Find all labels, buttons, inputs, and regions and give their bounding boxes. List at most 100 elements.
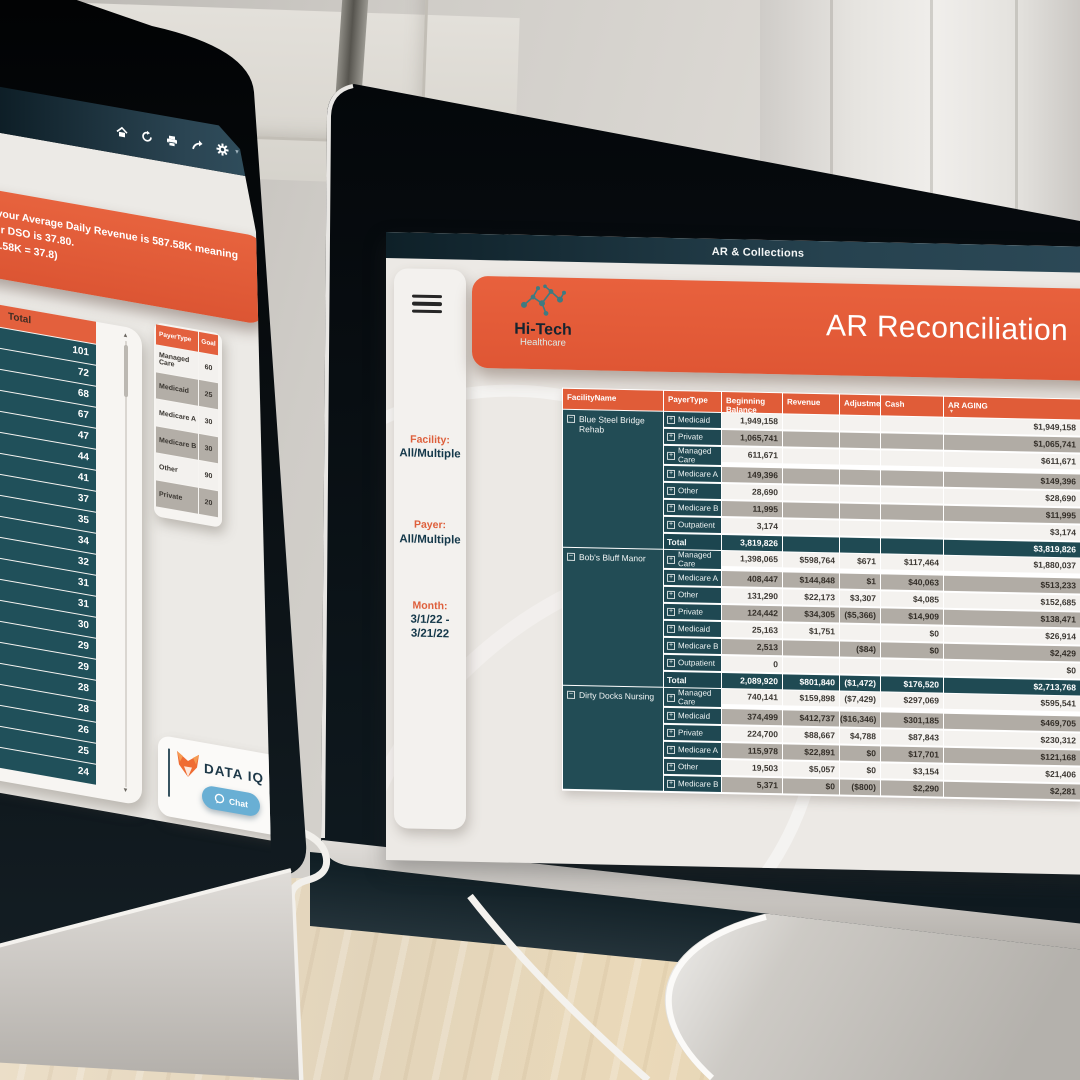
payer-cell[interactable]: + Outpatient [664,654,721,672]
value-cell: ($5,366) [840,607,880,624]
payer-cell[interactable]: + Medicaid [664,707,721,725]
scroll-down-icon[interactable]: ▼ [122,787,129,795]
value-cell [840,624,880,641]
column-header[interactable]: Cash [881,395,943,417]
payer-cell[interactable]: + Medicare A [664,569,721,587]
expand-icon[interactable]: + [667,641,675,651]
scroll-up-icon[interactable]: ▲ [122,332,129,340]
left-top-bar: ▼ [0,84,274,181]
value-cell: $1,880,037 [944,555,1080,574]
column-header[interactable]: PayerType [664,390,721,413]
payer-cell[interactable]: + Medicare B [664,637,721,655]
menu-icon[interactable] [412,294,442,314]
expand-icon[interactable]: + [667,590,675,600]
value-cell: 408,447 [722,571,782,588]
value-cell [840,449,880,466]
share-icon[interactable] [191,138,203,152]
value-cell: 224,700 [722,726,782,743]
value-cell: $149,396 [944,471,1080,490]
column-header[interactable]: Revenue [783,393,839,415]
group-rows: + Managed Care 1,398,065 $598,764 $671 $117,4… [664,549,1080,696]
payer-cell[interactable]: + Other [664,586,721,604]
total-value-cell [840,537,880,554]
payer-cell[interactable]: + Medicare A [664,741,721,759]
expand-icon[interactable]: + [667,607,675,617]
expand-icon[interactable]: + [667,693,675,702]
payer-cell[interactable]: + Medicare B [664,775,721,793]
value-cell: 1,949,158 [722,413,782,430]
sort-caret-icon[interactable]: ▼ [949,408,954,415]
expand-icon[interactable]: + [667,503,675,513]
value-cell [783,468,839,485]
refresh-icon[interactable] [141,129,153,143]
value-cell: $1,065,741 [944,434,1080,453]
payer-cell[interactable]: + Medicaid [664,411,721,429]
payer-cell[interactable]: + Private [664,724,721,742]
column-header[interactable]: Adjustments [840,394,892,416]
value-cell [783,414,839,431]
expand-icon[interactable]: + [667,451,675,460]
expand-icon[interactable]: + [667,573,675,583]
scrollbar[interactable]: ▲ ▼ [122,332,129,795]
column-header[interactable]: FacilityName [563,388,663,411]
scroll-track[interactable] [125,341,127,787]
facility-cell[interactable]: − Bob's Bluff Manor [563,547,663,687]
expand-icon[interactable]: + [667,624,675,634]
value-cell: $469,705 [944,713,1080,732]
value-cell: $230,312 [944,730,1080,749]
expand-icon[interactable]: + [667,432,675,442]
month-filter-value: 3/1/22 - 3/21/22 [410,613,450,641]
collapse-icon[interactable]: − [567,552,575,561]
expand-icon[interactable]: + [667,486,675,496]
value-cell: 25,163 [722,622,782,639]
goal-value-cell: 60 [199,353,218,382]
expand-icon[interactable]: + [667,745,675,755]
expand-icon[interactable]: + [667,555,675,564]
value-cell: ($7,429) [840,691,880,708]
payer-cell[interactable]: + Outpatient [664,516,721,534]
payer-cell[interactable]: + Managed Care [664,549,721,570]
payer-cell[interactable]: + Other [664,758,721,776]
goal-value-cell: 20 [199,488,218,517]
expand-icon[interactable]: + [667,762,675,772]
payer-cell[interactable]: + Private [664,603,721,621]
filter-sidebar: Facility: All/Multiple Payer: All/Multip… [394,268,466,830]
payer-cell[interactable]: + Other [664,482,721,500]
expand-icon[interactable]: + [667,658,675,668]
gear-icon[interactable] [216,142,229,157]
value-cell: $0 [840,762,880,779]
facility-cell[interactable]: − Dirty Docks Nursing [563,685,663,791]
total-value-cell [881,538,943,555]
gear-caret-icon[interactable]: ▼ [234,148,240,156]
facility-cell[interactable]: − Blue Steel Bridge Rehab [563,409,663,549]
printer-icon[interactable] [166,134,178,148]
payer-cell[interactable]: + Managed Care [664,687,721,708]
brand-name: DATA IQ [204,760,264,787]
value-cell: ($16,346) [840,711,880,728]
expand-icon[interactable]: + [667,415,675,425]
goal-col-goal[interactable]: Goal [199,332,218,355]
expand-icon[interactable]: + [667,520,675,530]
payer-cell[interactable]: + Medicaid [664,620,721,638]
chat-button[interactable]: Chat [202,784,260,817]
expand-icon[interactable]: + [667,469,675,479]
value-cell: ($800) [840,779,880,796]
value-cell: $40,063 [881,574,943,591]
payer-cell[interactable]: + Medicare A [664,465,721,483]
payer-cell[interactable]: + Managed Care [664,445,721,466]
collapse-icon[interactable]: − [567,690,575,699]
home-icon[interactable] [116,125,128,139]
column-header[interactable]: AR AGING ▼ [944,396,1080,420]
scroll-thumb[interactable] [124,345,128,398]
total-value-cell [783,536,839,553]
value-cell: $671 [840,553,880,570]
expand-icon[interactable]: + [667,728,675,738]
expand-icon[interactable]: + [667,711,675,721]
value-cell: $138,471 [944,609,1080,628]
value-cell: $2,281 [944,781,1080,800]
collapse-icon[interactable]: − [567,414,575,423]
payer-cell[interactable]: + Medicare B [664,499,721,517]
payer-cell[interactable]: + Private [664,428,721,446]
column-header[interactable]: Beginning Balance [722,392,782,415]
expand-icon[interactable]: + [667,779,675,789]
